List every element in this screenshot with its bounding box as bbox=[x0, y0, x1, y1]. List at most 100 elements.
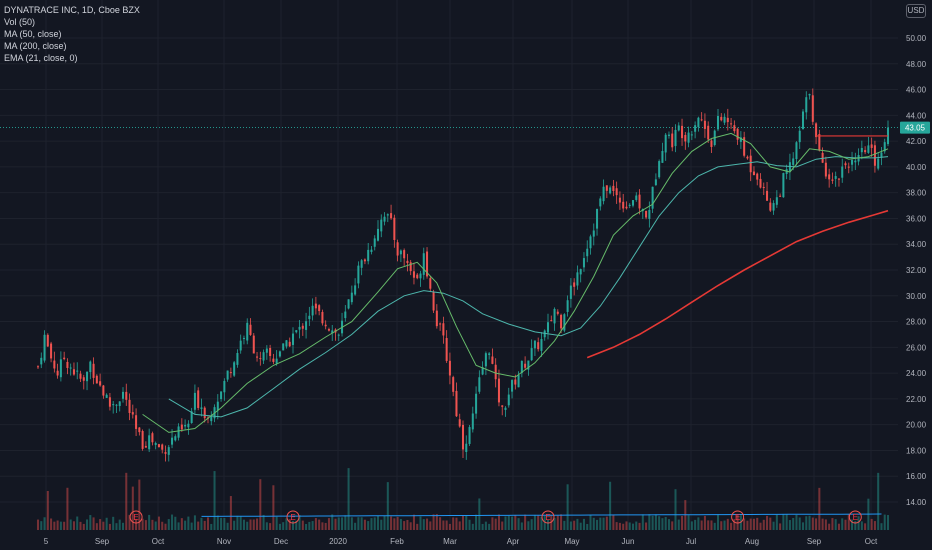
volume-bar bbox=[236, 515, 239, 530]
legend-ma200[interactable]: MA (200, close) bbox=[4, 41, 67, 51]
candle-body bbox=[605, 185, 608, 191]
volume-bar bbox=[56, 520, 59, 530]
volume-bar bbox=[327, 518, 330, 530]
candle-body bbox=[860, 147, 863, 153]
candle-body bbox=[700, 119, 703, 121]
candle-body bbox=[380, 219, 383, 232]
volume-bar bbox=[249, 519, 252, 530]
volume-bar bbox=[148, 514, 151, 530]
volume-bar bbox=[514, 515, 517, 530]
candle-body bbox=[197, 390, 200, 408]
candle-body bbox=[171, 437, 174, 445]
volume-bar bbox=[560, 514, 563, 530]
volume-bar bbox=[766, 515, 769, 530]
volume-bar bbox=[622, 523, 625, 530]
candle-body bbox=[736, 128, 739, 140]
volume-bar bbox=[847, 514, 850, 530]
candle-body bbox=[174, 436, 177, 441]
chart-legend: DYNATRACE INC, 1D, Cboe BZX Vol (50) MA … bbox=[4, 4, 140, 64]
candle-body bbox=[448, 360, 451, 376]
volume-bar bbox=[386, 482, 389, 530]
volume-bar bbox=[631, 523, 635, 530]
volume-bar bbox=[713, 522, 716, 530]
candle-body bbox=[390, 213, 393, 219]
volume-bar bbox=[873, 521, 876, 530]
candle-body bbox=[439, 323, 442, 325]
candle-body bbox=[128, 399, 131, 413]
volume-bar bbox=[337, 517, 340, 530]
volume-bar bbox=[200, 517, 203, 530]
volume-bar bbox=[206, 517, 210, 530]
time-tick-label: May bbox=[564, 537, 579, 546]
volume-bar bbox=[628, 522, 631, 530]
legend-ma50[interactable]: MA (50, close) bbox=[4, 29, 62, 39]
legend-ema21[interactable]: EMA (21, close, 0) bbox=[4, 53, 78, 63]
candle-body bbox=[422, 253, 425, 275]
volume-bar bbox=[301, 520, 304, 530]
symbol-title[interactable]: DYNATRACE INC, 1D, Cboe BZX bbox=[4, 5, 140, 15]
candle-body bbox=[347, 299, 350, 309]
volume-bar bbox=[458, 521, 461, 530]
candle-body bbox=[350, 292, 353, 303]
candle-body bbox=[831, 179, 834, 181]
candle-body bbox=[546, 322, 550, 333]
candle-body bbox=[612, 185, 615, 192]
volume-bar bbox=[216, 515, 219, 530]
candle-body bbox=[452, 377, 455, 392]
time-tick-label: Feb bbox=[390, 537, 404, 546]
earnings-marker bbox=[286, 510, 300, 524]
candle-body bbox=[524, 363, 527, 368]
candle-body bbox=[409, 262, 412, 272]
candle-body bbox=[707, 125, 710, 140]
candle-body bbox=[72, 369, 75, 375]
last-price-tag-text: 43.05 bbox=[905, 124, 926, 133]
legend-volume[interactable]: Vol (50) bbox=[4, 17, 36, 27]
volume-bar bbox=[844, 519, 847, 530]
candle-body bbox=[805, 97, 808, 113]
price-tick-label: 48.00 bbox=[906, 60, 927, 69]
volume-bar bbox=[739, 515, 742, 530]
volume-bar bbox=[677, 519, 680, 530]
candle-body bbox=[494, 364, 497, 380]
volume-bar bbox=[707, 520, 710, 530]
volume-bar bbox=[527, 521, 530, 530]
candle-body bbox=[278, 351, 281, 357]
candle-body bbox=[265, 348, 268, 353]
volume-bar bbox=[723, 520, 726, 530]
volume-bar bbox=[269, 523, 272, 530]
candle-body bbox=[677, 125, 680, 131]
candle-body bbox=[43, 334, 46, 361]
volume-bar bbox=[376, 515, 380, 530]
candle-body bbox=[151, 433, 154, 443]
candle-body bbox=[671, 133, 674, 148]
candle-body bbox=[615, 188, 618, 196]
candle-body bbox=[782, 173, 785, 198]
candle-body bbox=[311, 305, 314, 316]
volume-bar bbox=[769, 517, 772, 530]
volume-bar bbox=[157, 516, 160, 530]
volume-bar bbox=[112, 516, 115, 530]
candle-body bbox=[445, 338, 448, 361]
volume-bar bbox=[79, 521, 82, 530]
candle-body bbox=[599, 198, 602, 207]
time-tick-label: Aug bbox=[745, 537, 759, 546]
candle-body bbox=[282, 343, 285, 351]
candle-body bbox=[161, 444, 164, 450]
earnings-marker bbox=[541, 510, 555, 524]
volume-bar bbox=[651, 515, 654, 530]
volume-bar bbox=[494, 518, 497, 530]
candle-body bbox=[180, 424, 183, 430]
volume-bar bbox=[641, 514, 644, 530]
volume-bar bbox=[220, 517, 223, 530]
candle-body bbox=[455, 390, 458, 417]
candle-body bbox=[690, 134, 693, 136]
currency-badge[interactable]: USD bbox=[906, 4, 926, 18]
candle-body bbox=[792, 158, 795, 165]
candle-body bbox=[828, 174, 831, 180]
ma50-line bbox=[168, 156, 889, 418]
candle-body bbox=[360, 260, 363, 268]
volume-bar bbox=[390, 516, 393, 530]
last-price-tag bbox=[900, 121, 930, 134]
